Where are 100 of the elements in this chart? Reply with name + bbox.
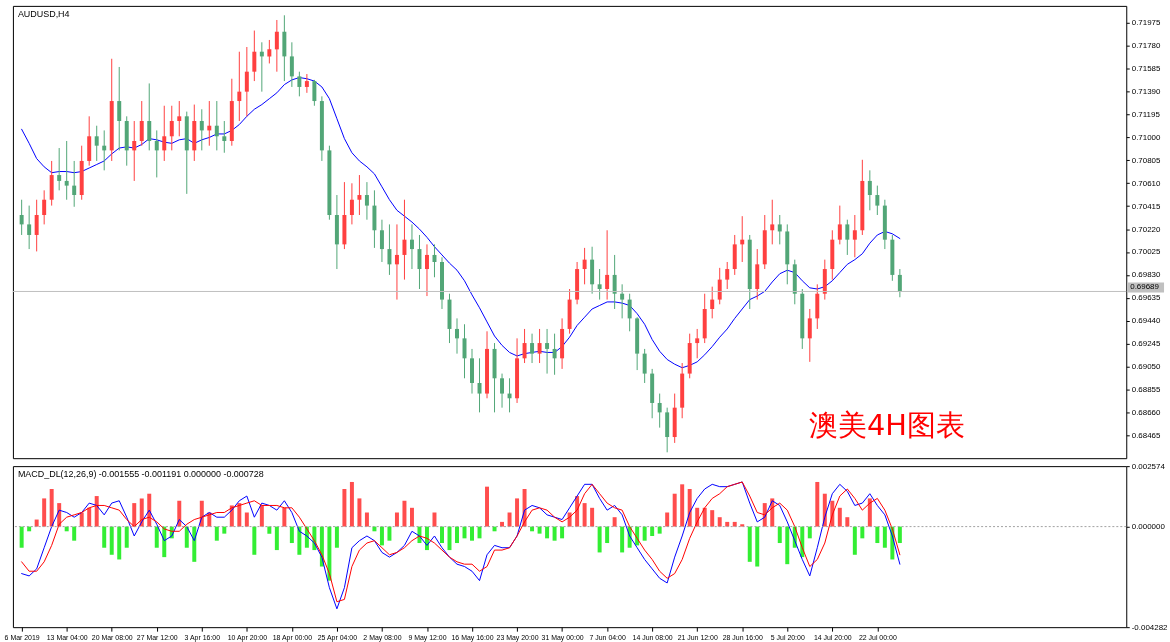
bar [882,526,887,548]
candlestick [94,125,99,162]
candlestick [770,199,775,245]
candlestick [530,333,535,364]
bar [192,526,197,562]
candlestick [364,181,369,221]
bar [184,526,189,548]
bar [815,481,820,527]
y-tick-label: 0.71000 [1131,132,1162,142]
bar [334,526,339,548]
bar [19,526,24,548]
candlestick [500,373,505,409]
bar [132,503,137,527]
candlestick [394,223,399,301]
bar [755,526,760,567]
bar [650,526,655,536]
bar [860,526,865,539]
bar [837,507,842,527]
bar [259,505,264,527]
y-tick-label: -0.004282 [1131,622,1169,632]
annotation: 澳美4H图表 [808,408,965,443]
bar [672,493,677,527]
candlestick [274,19,279,73]
y-tick-label: 0.71780 [1131,41,1162,51]
bar [102,526,107,548]
candlestick [695,328,700,359]
bar [612,517,617,527]
candlestick [162,105,167,162]
candlestick [725,261,730,290]
candlestick [357,174,362,216]
candlestick [455,317,459,355]
candlestick [424,243,429,297]
candlestick [620,283,625,319]
candlestick [845,219,850,256]
bar [657,526,662,534]
bar [665,512,670,527]
y-tick-label: 0.71585 [1131,64,1162,74]
bar [702,507,707,527]
ref-line-label: 0.69689 [1130,282,1160,292]
candlestick [57,147,62,191]
bar [537,526,542,534]
bar [440,526,444,544]
candlestick [717,267,722,305]
candlestick [537,328,542,364]
candlestick [214,100,219,151]
bar [515,498,520,527]
bar [747,526,752,562]
candlestick [252,30,257,82]
candlestick [34,199,39,252]
bar [87,507,92,527]
bar [282,507,287,527]
candlestick [552,333,557,376]
bar [274,526,279,551]
y-tick-label: 0.70415 [1131,201,1162,211]
bar [49,489,54,527]
bar [545,526,550,539]
bar [267,526,272,534]
bar [875,526,880,544]
bar [507,512,512,527]
bar [455,526,459,544]
candlestick [545,328,550,375]
candlestick [27,205,32,250]
bar [642,526,647,541]
candlestick [417,234,422,290]
bar [109,526,114,555]
bar [342,489,347,527]
candlestick [177,100,182,137]
bar [620,526,625,553]
y-tick-label: 0.70610 [1131,178,1162,188]
candlestick [402,199,407,281]
bar [297,526,302,555]
bar [222,526,227,534]
candlestick [64,140,69,201]
bar [590,507,595,527]
bar [680,484,685,527]
candlestick [852,214,857,258]
candlestick [147,82,152,151]
bar [394,512,399,527]
candlestick [867,169,872,211]
candlestick [897,268,902,298]
bar [34,519,39,527]
bar [289,526,294,544]
bar [717,517,722,527]
candlestick [387,223,392,276]
candlestick [409,223,414,270]
candlestick [289,41,294,88]
bar [582,503,587,527]
candlestick [169,105,174,151]
bar [687,489,692,527]
bar [845,517,850,527]
candlestick [42,189,47,225]
candlestick [807,308,812,363]
bar [94,496,99,527]
candlestick [132,120,137,182]
bar [117,526,122,560]
candlestick [597,268,602,301]
y-tick-label: 0.002574 [1131,461,1166,471]
bar [785,526,790,565]
bar [725,521,730,527]
candlestick [244,46,249,117]
